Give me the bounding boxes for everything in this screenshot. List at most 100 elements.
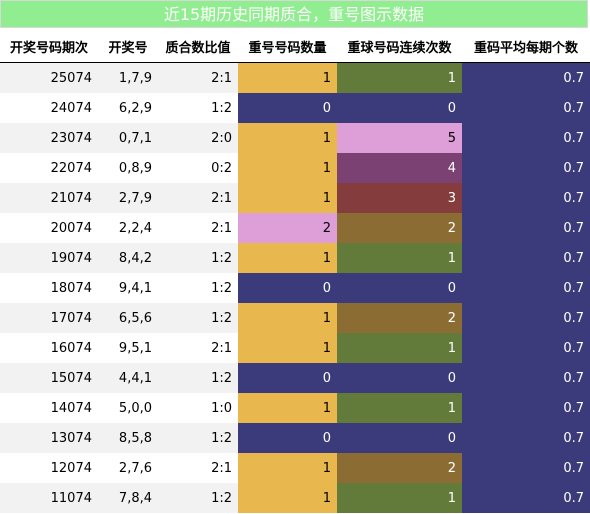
cell-streak: 2 [337, 303, 462, 333]
cell-streak: 1 [337, 62, 462, 93]
cell-repeat-count: 2 [238, 213, 337, 243]
cell-ratio: 1:2 [158, 483, 238, 513]
table-row: 12074 2,7,6 2:1 1 2 0.7 [0, 453, 590, 483]
cell-streak: 1 [337, 333, 462, 363]
cell-ratio: 2:1 [158, 183, 238, 213]
cell-numbers: 4,4,1 [98, 363, 158, 393]
cell-numbers: 7,8,4 [98, 483, 158, 513]
cell-repeat-count: 0 [238, 363, 337, 393]
cell-repeat-count: 1 [238, 333, 337, 363]
cell-repeat-count: 0 [238, 273, 337, 303]
cell-numbers: 9,4,1 [98, 273, 158, 303]
cell-numbers: 2,2,4 [98, 213, 158, 243]
table-row: 19074 8,4,2 1:2 1 1 0.7 [0, 243, 590, 273]
cell-issue: 19074 [0, 243, 98, 273]
table-row: 20074 2,2,4 2:1 2 2 0.7 [0, 213, 590, 243]
cell-repeat-count: 1 [238, 453, 337, 483]
cell-numbers: 0,7,1 [98, 123, 158, 153]
cell-issue: 14074 [0, 393, 98, 423]
cell-streak: 3 [337, 183, 462, 213]
cell-numbers: 1,7,9 [98, 62, 158, 93]
cell-ratio: 1:0 [158, 393, 238, 423]
cell-numbers: 6,2,9 [98, 93, 158, 123]
cell-issue: 21074 [0, 183, 98, 213]
cell-streak: 1 [337, 243, 462, 273]
cell-average: 0.7 [462, 333, 590, 363]
cell-numbers: 8,5,8 [98, 423, 158, 453]
cell-repeat-count: 1 [238, 123, 337, 153]
cell-streak: 5 [337, 123, 462, 153]
cell-numbers: 8,4,2 [98, 243, 158, 273]
cell-ratio: 2:1 [158, 333, 238, 363]
header-numbers: 开奖号 [98, 30, 158, 63]
cell-ratio: 0:2 [158, 153, 238, 183]
table-row: 17074 6,5,6 1:2 1 2 0.7 [0, 303, 590, 333]
cell-average: 0.7 [462, 93, 590, 123]
cell-ratio: 1:2 [158, 303, 238, 333]
cell-average: 0.7 [462, 243, 590, 273]
cell-ratio: 2:0 [158, 123, 238, 153]
cell-average: 0.7 [462, 393, 590, 423]
header-average: 重码平均每期个数 [462, 30, 590, 63]
cell-streak: 0 [337, 273, 462, 303]
cell-streak: 1 [337, 393, 462, 423]
cell-average: 0.7 [462, 62, 590, 93]
cell-ratio: 2:1 [158, 453, 238, 483]
table-row: 22074 0,8,9 0:2 1 4 0.7 [0, 153, 590, 183]
cell-issue: 23074 [0, 123, 98, 153]
cell-streak: 2 [337, 213, 462, 243]
cell-ratio: 1:2 [158, 93, 238, 123]
cell-numbers: 0,8,9 [98, 153, 158, 183]
cell-repeat-count: 1 [238, 62, 337, 93]
cell-issue: 18074 [0, 273, 98, 303]
header-row: 开奖号码期次 开奖号 质合数比值 重号号码数量 重球号码连续次数 重码平均每期个… [0, 30, 590, 63]
cell-issue: 22074 [0, 153, 98, 183]
table-row: 16074 9,5,1 2:1 1 1 0.7 [0, 333, 590, 363]
cell-issue: 12074 [0, 453, 98, 483]
table-row: 23074 0,7,1 2:0 1 5 0.7 [0, 123, 590, 153]
table-row: 24074 6,2,9 1:2 0 0 0.7 [0, 93, 590, 123]
header-issue: 开奖号码期次 [0, 30, 98, 63]
cell-ratio: 1:2 [158, 243, 238, 273]
header-streak: 重球号码连续次数 [337, 30, 462, 63]
cell-numbers: 2,7,6 [98, 453, 158, 483]
cell-issue: 25074 [0, 62, 98, 93]
cell-average: 0.7 [462, 213, 590, 243]
history-table: 开奖号码期次 开奖号 质合数比值 重号号码数量 重球号码连续次数 重码平均每期个… [0, 30, 590, 513]
page-title: 近15期历史同期质合，重号图示数据 [0, 0, 588, 28]
cell-streak: 2 [337, 453, 462, 483]
table-row: 18074 9,4,1 1:2 0 0 0.7 [0, 273, 590, 303]
cell-numbers: 5,0,0 [98, 393, 158, 423]
cell-repeat-count: 1 [238, 303, 337, 333]
cell-issue: 24074 [0, 93, 98, 123]
cell-streak: 4 [337, 153, 462, 183]
cell-issue: 16074 [0, 333, 98, 363]
cell-ratio: 2:1 [158, 62, 238, 93]
table-row: 11074 7,8,4 1:2 1 1 0.7 [0, 483, 590, 513]
cell-repeat-count: 1 [238, 483, 337, 513]
cell-numbers: 9,5,1 [98, 333, 158, 363]
cell-repeat-count: 1 [238, 153, 337, 183]
table-row: 21074 2,7,9 2:1 1 3 0.7 [0, 183, 590, 213]
cell-ratio: 1:2 [158, 273, 238, 303]
cell-numbers: 2,7,9 [98, 183, 158, 213]
cell-average: 0.7 [462, 483, 590, 513]
cell-average: 0.7 [462, 423, 590, 453]
cell-ratio: 1:2 [158, 423, 238, 453]
cell-average: 0.7 [462, 153, 590, 183]
table-body: 25074 1,7,9 2:1 1 1 0.7 24074 6,2,9 1:2 0 0 0.7 2307… [0, 62, 590, 513]
cell-average: 0.7 [462, 453, 590, 483]
cell-numbers: 6,5,6 [98, 303, 158, 333]
cell-average: 0.7 [462, 273, 590, 303]
table-row: 25074 1,7,9 2:1 1 1 0.7 [0, 62, 590, 93]
cell-streak: 0 [337, 93, 462, 123]
cell-average: 0.7 [462, 123, 590, 153]
cell-repeat-count: 1 [238, 183, 337, 213]
cell-streak: 1 [337, 483, 462, 513]
table-row: 15074 4,4,1 1:2 0 0 0.7 [0, 363, 590, 393]
cell-issue: 13074 [0, 423, 98, 453]
cell-issue: 11074 [0, 483, 98, 513]
cell-repeat-count: 0 [238, 423, 337, 453]
cell-issue: 17074 [0, 303, 98, 333]
cell-ratio: 1:2 [158, 363, 238, 393]
